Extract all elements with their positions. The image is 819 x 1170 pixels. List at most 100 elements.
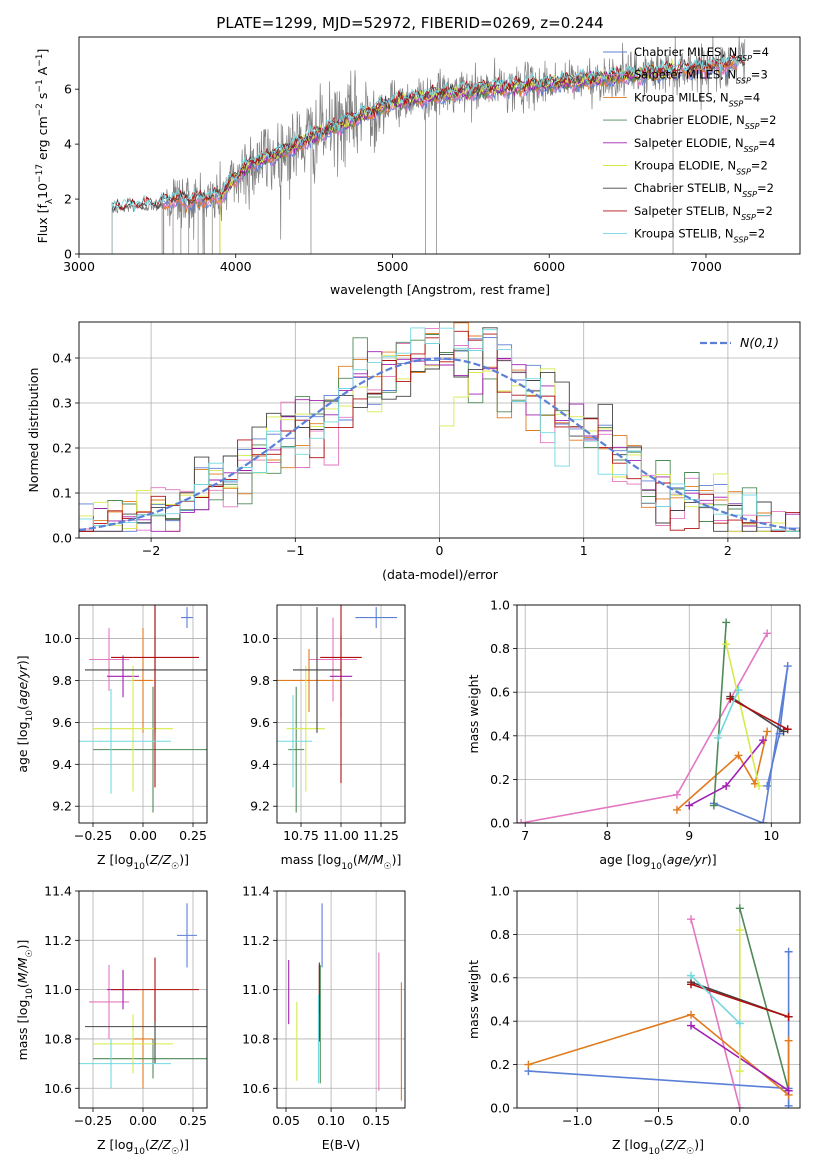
weight-marker	[735, 926, 744, 935]
weight-marker	[735, 904, 744, 913]
weight-marker	[759, 819, 768, 823]
legend-entry: Chabrier MILES, NSSP=4	[634, 45, 769, 63]
legend-entry: Salpeter MILES, NSSP=3	[634, 68, 768, 86]
y-tick-label: 4	[64, 137, 72, 152]
x-tick-label: −0.5	[643, 1113, 673, 1128]
label-part: Z [log	[97, 1137, 133, 1152]
y-tick-label: 9.2	[250, 799, 270, 814]
y-tick-label: 11.0	[242, 982, 270, 997]
legend-n: , N	[728, 136, 744, 150]
x-axis-label: wavelength [Angstrom, rest frame]	[330, 282, 550, 297]
y-tick-label: 10.8	[44, 1031, 72, 1046]
y-tick-label: 0.2	[490, 772, 510, 787]
legend-entry: Kroupa MILES, NSSP=4	[634, 90, 760, 108]
y-tick-label: 11.2	[44, 933, 72, 948]
label-part: λ	[45, 198, 55, 204]
legend-sub: SSP	[736, 167, 751, 176]
label-part: (	[660, 1137, 665, 1152]
legend-nssp: 2	[765, 204, 772, 218]
weight-line	[690, 975, 741, 1024]
y-tick-label: 0.4	[52, 351, 72, 366]
weight-marker	[735, 1104, 744, 1108]
model-spectrum	[111, 52, 746, 212]
y-tick-label: 11.0	[44, 982, 72, 997]
x-tick-label: 7000	[690, 259, 722, 274]
plot-area	[277, 605, 397, 813]
legend-n: , N	[726, 181, 742, 195]
legend-entry: Salpeter STELIB, NSSP=2	[634, 204, 773, 222]
weight-marker	[687, 980, 696, 989]
y-tick-label: 1.0	[490, 884, 510, 899]
label-part: )]	[179, 1137, 189, 1152]
weight-marker	[784, 947, 793, 956]
y-axis-label: Normed distribution	[26, 368, 41, 493]
legend-nssp: 3	[760, 68, 767, 82]
legend-sub: SSP	[729, 99, 744, 108]
y-tick-label: 9.4	[52, 757, 72, 772]
y-tick-label: 0.2	[490, 1057, 510, 1072]
weight-marker	[784, 1036, 793, 1045]
weight-marker	[734, 751, 743, 760]
legend-eq: =	[760, 113, 770, 127]
legend-eq: =	[752, 45, 762, 59]
label-part: Z/Z	[664, 1137, 687, 1152]
legend-n: , N	[720, 68, 736, 82]
x-tick-label: 1	[580, 543, 588, 558]
legend-nssp: 2	[769, 113, 776, 127]
weight-line	[739, 908, 790, 1091]
axes-frame	[78, 604, 208, 824]
label-part: age [log	[15, 721, 30, 772]
x-tick-label: 9	[685, 828, 693, 843]
label-part: ☉	[171, 1147, 179, 1157]
label-part: Z/Z	[149, 1137, 172, 1152]
panel-mass-vs-Z: −0.25 0.00 0.25 10.6 10.8 11.0 11.2 11.4	[44, 884, 208, 1128]
weight-marker	[754, 781, 763, 790]
legend-n: , N	[718, 227, 734, 241]
y-tick-label: 0.2	[52, 441, 72, 456]
label-part: erg cm	[35, 116, 50, 164]
label-part: ☉	[686, 1147, 694, 1157]
label-part: )]	[694, 1137, 704, 1152]
x-tick-label: 0.05	[272, 1113, 300, 1128]
legend-eq: =	[751, 68, 761, 82]
legend-name: Chabrier ELODIE	[634, 113, 729, 127]
plot-area	[111, 37, 746, 254]
y-tick-label: 9.2	[52, 799, 72, 814]
label-part: (	[145, 1137, 150, 1152]
label-part: (	[15, 983, 30, 988]
y-tick-label: 9.6	[52, 715, 72, 730]
legend-nssp: 4	[768, 136, 775, 150]
y-axis-label: mass weight	[466, 960, 481, 1039]
x-tick-label: 5000	[377, 259, 409, 274]
panel-weight-vs-Z: −1.0 −0.5 0.0 0.0 0.2 0.4 0.6 0.8 1.0	[490, 884, 801, 1128]
legend-eq: =	[748, 227, 758, 241]
label-part: 10	[35, 183, 50, 199]
x-tick-label: 11.25	[363, 828, 399, 843]
y-tick-label: 0.8	[490, 641, 510, 656]
weight-line	[690, 918, 741, 1108]
legend-sub: SSP	[737, 54, 752, 63]
label-part: −1	[35, 79, 45, 92]
x-tick-label: 10	[763, 828, 779, 843]
label-part: (	[15, 705, 30, 710]
weight-marker	[524, 1060, 533, 1069]
weight-marker	[784, 1101, 793, 1108]
panel-mass-vs-EBV: 0.05 0.10 0.15 10.6 10.8 11.0 11.2 11.4	[242, 884, 406, 1128]
legend-name: Salpeter STELIB	[634, 204, 725, 218]
plot-area	[288, 903, 402, 1101]
label-part: 10	[648, 1147, 660, 1157]
label-part: ☉	[171, 862, 179, 872]
model-spectrum	[220, 58, 675, 198]
legend-eq: =	[743, 90, 753, 104]
weight-marker	[517, 819, 526, 823]
weight-marker	[687, 915, 696, 924]
y-tick-label: 0.8	[490, 927, 510, 942]
x-tick-label: 0.25	[179, 828, 207, 843]
y-axis-label: age [log10(age/yr)]	[15, 655, 35, 772]
weight-line	[688, 739, 764, 807]
plot-area	[524, 904, 793, 1108]
legend-entry: N(0,1)	[740, 335, 779, 350]
axes-frame	[516, 890, 801, 1109]
axes-frame	[516, 604, 801, 824]
